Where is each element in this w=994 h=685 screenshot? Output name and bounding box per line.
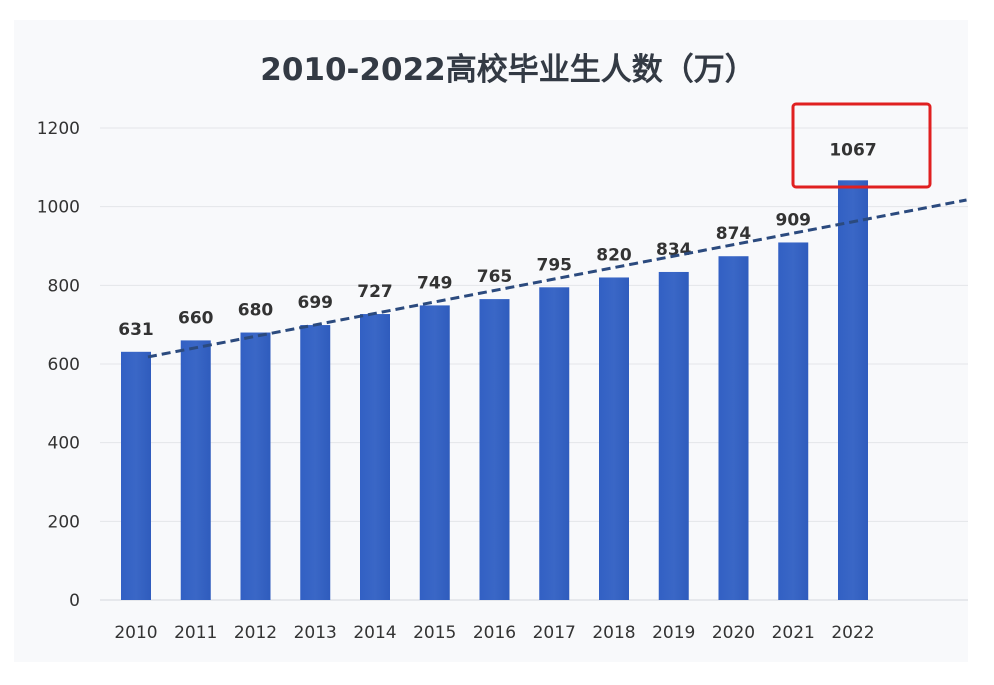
data-label-2016: 765 xyxy=(477,267,513,287)
data-label-2015: 749 xyxy=(417,273,453,293)
x-tick-label: 2021 xyxy=(772,623,815,643)
y-tick-label: 1200 xyxy=(37,119,80,139)
x-tick-label: 2019 xyxy=(652,623,695,643)
bar-2022 xyxy=(838,180,868,600)
bar-2018 xyxy=(599,277,629,600)
data-label-2014: 727 xyxy=(357,282,393,302)
x-tick-label: 2011 xyxy=(174,623,217,643)
bar-2014 xyxy=(360,314,390,600)
y-tick-label: 800 xyxy=(48,276,80,296)
x-tick-label: 2015 xyxy=(413,623,456,643)
x-tick-label: 2016 xyxy=(473,623,516,643)
x-tick-label: 2014 xyxy=(353,623,396,643)
x-tick-label: 2022 xyxy=(831,623,874,643)
data-label-2022: 1067 xyxy=(829,140,876,160)
bar-2011 xyxy=(180,340,211,600)
bar-2013 xyxy=(300,325,331,600)
highlight-box xyxy=(791,102,932,189)
data-label-2017: 795 xyxy=(537,255,573,275)
x-tick-label: 2012 xyxy=(234,623,277,643)
bar-2017 xyxy=(539,287,570,600)
bar-2012 xyxy=(240,332,271,600)
x-tick-label: 2020 xyxy=(712,623,755,643)
y-tick-label: 0 xyxy=(69,591,80,611)
chart-title: 2010-2022高校毕业生人数（万） xyxy=(260,52,755,88)
data-label-2021: 909 xyxy=(776,210,812,230)
y-tick-label: 600 xyxy=(48,355,80,375)
data-label-2011: 660 xyxy=(178,308,214,328)
bar-2015 xyxy=(419,305,450,600)
y-tick-label: 400 xyxy=(48,434,80,454)
data-label-2020: 874 xyxy=(716,224,752,244)
data-label-2012: 680 xyxy=(238,301,274,321)
bar-2010 xyxy=(121,351,151,600)
data-label-2013: 699 xyxy=(298,293,334,313)
bar-2016 xyxy=(479,299,510,600)
data-label-2010: 631 xyxy=(118,320,154,340)
x-tick-label: 2017 xyxy=(533,623,576,643)
x-tick-label: 2010 xyxy=(114,623,157,643)
data-label-2018: 820 xyxy=(596,245,632,265)
data-label-2019: 834 xyxy=(656,240,692,260)
y-tick-label: 200 xyxy=(48,512,80,532)
bar-2020 xyxy=(718,256,749,600)
bar-2021 xyxy=(778,242,809,600)
y-tick-label: 1000 xyxy=(37,198,80,218)
bar-2019 xyxy=(658,271,689,600)
x-tick-label: 2018 xyxy=(592,623,635,643)
trendline xyxy=(147,198,967,359)
x-tick-label: 2013 xyxy=(294,623,337,643)
